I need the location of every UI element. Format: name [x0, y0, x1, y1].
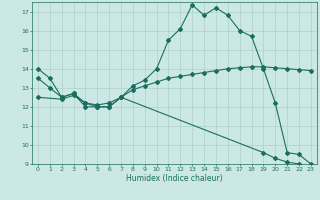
X-axis label: Humidex (Indice chaleur): Humidex (Indice chaleur)	[126, 174, 223, 183]
